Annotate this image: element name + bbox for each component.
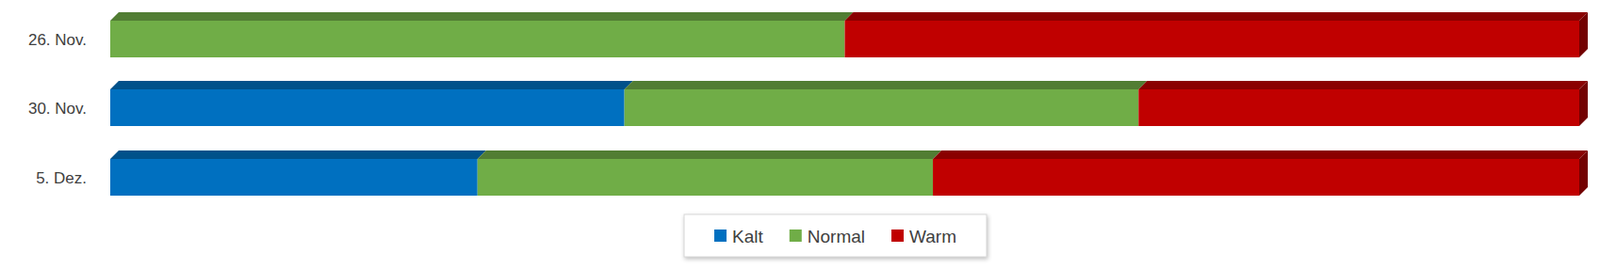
bar-front-face [845,20,1581,58]
bar-segment [932,150,1588,196]
bar-side-face [1579,150,1588,196]
bar-side-face [1579,81,1588,127]
bar-segment [110,150,487,196]
bar-top-face [110,81,634,90]
plot-area [110,12,1588,196]
legend-box [684,214,987,258]
legend-swatch [714,229,727,243]
bar-top-face [932,150,1588,160]
bar-top-face [624,81,1148,90]
bar-top-face [110,12,854,21]
bar-top-face [1138,81,1588,90]
legend-swatch [789,229,802,243]
category-label: 30. Nov. [28,99,87,118]
category-label: 26. Nov. [28,31,87,49]
bar-front-face [1138,89,1580,127]
bar-front-face [624,89,1140,127]
bar-front-face [110,89,625,127]
legend-label: Kalt [732,227,764,247]
bar-top-face [110,150,487,160]
bar-front-face [932,159,1580,196]
chart: 26. Nov. 30. Nov. 5. Dez. Kalt Normal Warm [0,0,1600,269]
bar-segment [1138,81,1588,127]
bar-segment [110,12,854,58]
bar-front-face [110,159,478,196]
legend: Kalt Normal Warm [684,214,987,258]
bar-segment [845,12,1589,58]
legend-label: Warm [909,227,957,247]
category-label: 5. Dez. [35,169,87,188]
bar-top-face [845,12,1589,21]
bar-segment [477,150,942,196]
bar-side-face [1579,12,1588,58]
bar-front-face [477,159,933,196]
bar-front-face [110,20,846,58]
bar-segment [624,81,1148,127]
bar-top-face [477,150,942,160]
legend-label: Normal [807,227,866,247]
bar-segment [110,81,634,127]
legend-swatch [891,229,904,243]
